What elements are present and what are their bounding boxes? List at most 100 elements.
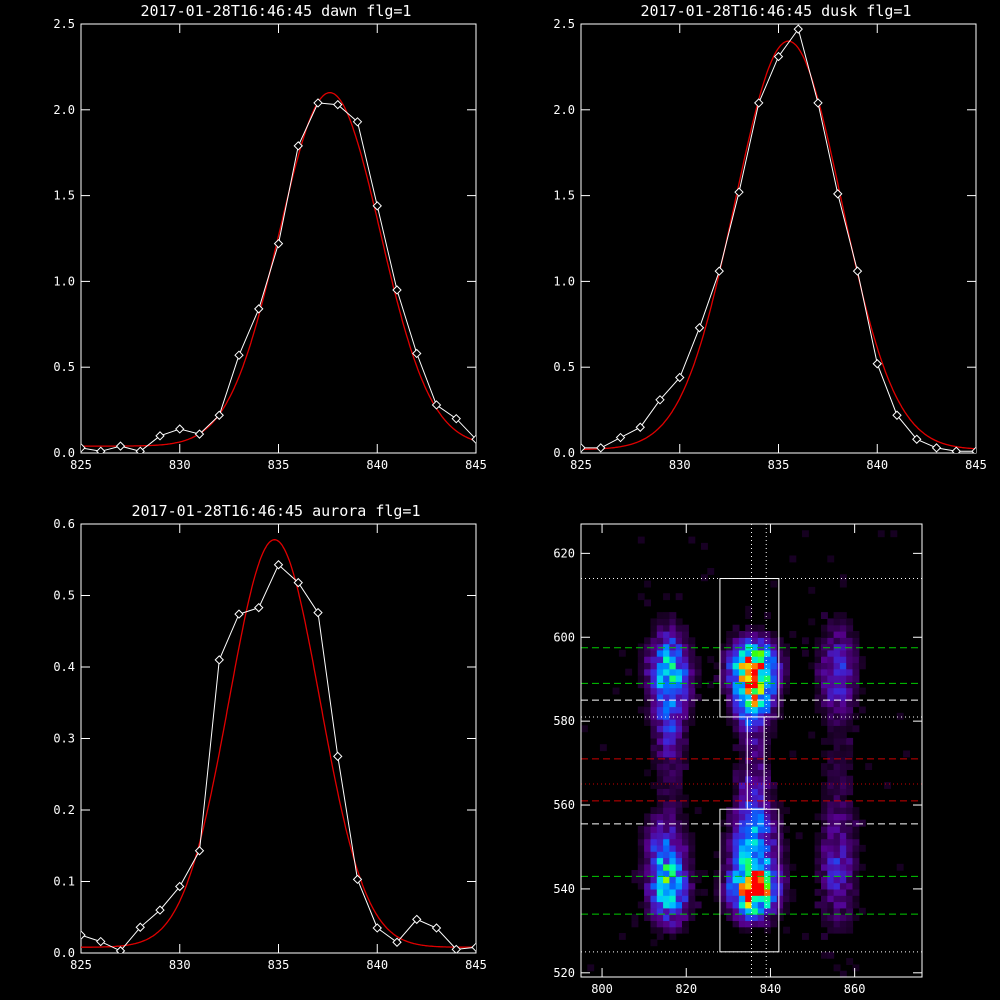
image-pixel bbox=[751, 656, 759, 663]
image-pixel bbox=[846, 800, 854, 808]
image-pixel bbox=[833, 838, 841, 846]
image-pixel bbox=[682, 870, 689, 877]
image-pixel bbox=[776, 649, 784, 657]
image-pixel bbox=[644, 675, 651, 682]
image-pixel bbox=[669, 800, 677, 808]
image-pixel bbox=[738, 769, 746, 777]
image-pixel bbox=[846, 712, 854, 720]
image-pixel bbox=[669, 794, 677, 802]
dawn-data-point bbox=[194, 429, 205, 439]
image-pixel bbox=[656, 876, 664, 884]
image-pixel bbox=[644, 844, 651, 852]
image-pixel bbox=[827, 870, 835, 877]
image-pixel bbox=[827, 731, 835, 739]
image-pixel bbox=[764, 681, 771, 689]
image-pixel bbox=[682, 863, 689, 871]
image-pixel bbox=[783, 863, 790, 871]
image-pixel bbox=[821, 782, 828, 789]
image-pixel bbox=[757, 693, 765, 701]
image-pixel bbox=[846, 681, 854, 689]
image-pixel bbox=[833, 794, 841, 802]
image-pixel bbox=[650, 744, 658, 752]
image-pixel bbox=[663, 788, 670, 796]
image-pixel bbox=[764, 769, 771, 777]
image-pixel bbox=[757, 870, 765, 877]
image-pixel bbox=[852, 637, 860, 645]
image-pixel bbox=[846, 687, 854, 695]
image-pixel bbox=[846, 763, 854, 770]
image-pixel bbox=[656, 693, 664, 701]
image-pixel bbox=[637, 681, 645, 689]
image-pixel bbox=[751, 876, 759, 884]
image-pixel bbox=[764, 662, 771, 670]
image-pixel bbox=[764, 819, 771, 827]
image-pixel bbox=[757, 662, 765, 670]
dawn-ytick-label: 1.5 bbox=[53, 189, 75, 203]
image-pixel bbox=[656, 926, 664, 934]
image-pixel bbox=[719, 876, 727, 884]
image-pixel bbox=[751, 668, 759, 676]
image-pixel bbox=[656, 832, 664, 840]
image-pixel bbox=[827, 951, 835, 959]
image-pixel bbox=[833, 649, 841, 657]
image-pixel bbox=[738, 731, 746, 739]
image-pixel bbox=[656, 826, 664, 833]
image-pixel bbox=[707, 568, 715, 575]
image-pixel bbox=[764, 763, 771, 770]
image-pixel bbox=[745, 794, 753, 802]
image-pixel bbox=[650, 731, 658, 739]
image-pixel bbox=[751, 763, 759, 770]
image-pixel bbox=[827, 719, 835, 726]
image-pixel bbox=[903, 750, 910, 758]
image-pixel bbox=[827, 750, 835, 758]
image-pixel bbox=[833, 769, 841, 777]
image-pixel bbox=[839, 782, 847, 789]
image-pixel bbox=[789, 631, 797, 638]
image-pixel bbox=[663, 769, 670, 777]
image-pixel bbox=[738, 863, 746, 871]
image-pixel bbox=[669, 907, 677, 915]
image-pixel bbox=[751, 901, 759, 909]
image-pixel bbox=[732, 712, 740, 720]
image-pixel bbox=[827, 631, 835, 638]
image-pixel bbox=[688, 895, 696, 903]
image-pixel bbox=[757, 844, 765, 852]
image-pixel bbox=[846, 737, 854, 745]
dawn-data-point bbox=[431, 400, 442, 410]
image-pixel bbox=[612, 687, 620, 695]
aurora-ytick-label: 0.2 bbox=[53, 803, 75, 817]
image-pixel bbox=[719, 844, 727, 852]
image-pixel bbox=[656, 870, 664, 877]
image-pixel bbox=[719, 851, 727, 859]
image-pixel bbox=[770, 882, 778, 890]
image-pixel bbox=[751, 870, 759, 877]
image-pixel bbox=[757, 826, 765, 833]
image-pixel bbox=[719, 895, 727, 903]
dusk-ytick-label: 1.0 bbox=[553, 274, 575, 288]
image-pixel bbox=[688, 643, 696, 651]
dawn-data-point bbox=[372, 201, 382, 211]
image-pixel bbox=[738, 907, 746, 915]
image-pixel bbox=[814, 643, 822, 651]
image-pixel bbox=[650, 712, 658, 720]
image-pixel bbox=[833, 631, 841, 638]
image-pixel bbox=[839, 637, 847, 645]
image-pixel bbox=[726, 813, 734, 821]
image-pixel bbox=[738, 706, 746, 714]
image-pixel bbox=[631, 870, 639, 877]
image-pixel bbox=[675, 857, 683, 865]
image-pixel bbox=[675, 618, 683, 626]
image-pixel bbox=[694, 668, 702, 676]
image-pixel bbox=[738, 807, 746, 814]
image-pixel bbox=[650, 926, 658, 934]
image-pixel bbox=[833, 876, 841, 884]
image-pixel bbox=[764, 794, 771, 802]
dawn-data-point bbox=[273, 238, 284, 249]
image-pixel bbox=[814, 901, 822, 909]
dawn-panel-title: 2017-01-28T16:46:45 dawn flg=1 bbox=[141, 2, 412, 20]
image-pixel bbox=[675, 675, 683, 682]
image-pixel bbox=[745, 744, 753, 752]
image-pixel bbox=[738, 857, 746, 865]
image-pixel bbox=[833, 725, 841, 733]
image-pixel bbox=[808, 586, 816, 594]
